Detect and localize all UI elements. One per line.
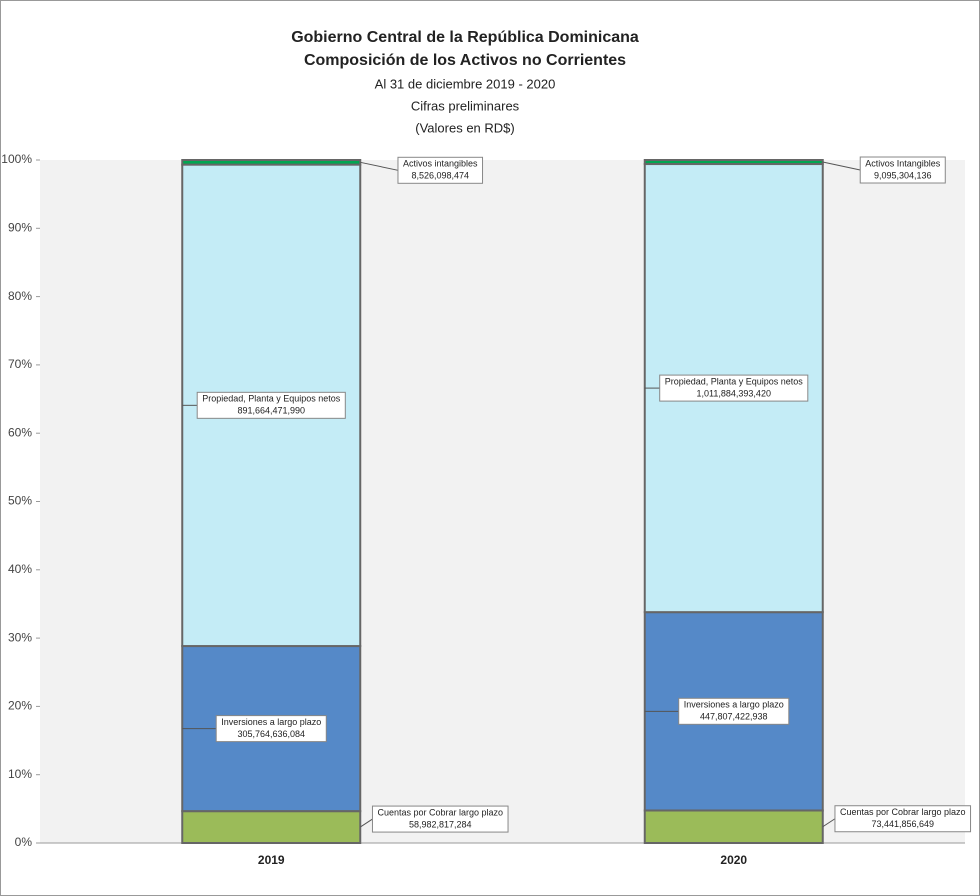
label-box — [215, 715, 327, 743]
data-label: 8,526,098,474 — [411, 171, 469, 181]
data-label: 73,441,856,649 — [871, 819, 934, 829]
data-label: 9,095,304,136 — [874, 170, 932, 180]
label-box — [397, 156, 484, 184]
y-tick-label: 60% — [8, 425, 32, 439]
data-label: 891,664,471,990 — [237, 406, 305, 416]
label-box — [371, 805, 509, 833]
x-tick-label: 2020 — [720, 853, 747, 867]
data-label-name: Propiedad, Planta y Equipos netos — [202, 394, 341, 404]
data-label: 305,764,636,084 — [237, 729, 305, 739]
note: Al 31 de diciembre 2019 - 2020 — [375, 76, 556, 91]
y-tick-label: 70% — [8, 357, 32, 371]
data-label: 58,982,817,284 — [409, 819, 472, 829]
bar-segment — [643, 159, 824, 166]
leader-line — [822, 818, 836, 828]
data-label-name: Activos Intangibles — [865, 158, 941, 168]
y-tick-label: 90% — [8, 220, 32, 234]
leader-line — [359, 818, 373, 828]
data-label: 447,807,422,938 — [700, 712, 768, 722]
data-label-name: Inversiones a largo plazo — [684, 700, 784, 710]
label-box — [678, 697, 790, 725]
bar-segment — [181, 159, 362, 166]
y-tick-label: 50% — [8, 494, 32, 508]
y-tick-label: 0% — [15, 835, 33, 849]
y-tick-label: 30% — [8, 630, 32, 644]
chart-title: Gobierno Central de la República Dominic… — [291, 29, 639, 46]
y-tick-label: 80% — [8, 289, 32, 303]
y-tick-label: 100% — [1, 152, 32, 166]
chart-subtitle: Composición de los Activos no Corrientes — [304, 52, 626, 69]
y-tick-label: 40% — [8, 562, 32, 576]
label-box — [659, 374, 809, 402]
note: Cifras preliminares — [411, 98, 520, 113]
data-label-name: Inversiones a largo plazo — [221, 717, 321, 727]
y-tick-label: 10% — [8, 767, 32, 781]
bar-segment — [181, 810, 362, 845]
label-box — [834, 805, 972, 833]
data-label: 1,011,884,393,420 — [697, 388, 771, 398]
label-box — [859, 156, 946, 184]
y-tick-label: 20% — [8, 699, 32, 713]
note: (Valores en RD$) — [415, 120, 514, 135]
leader-line — [360, 161, 399, 171]
leader-line — [822, 161, 861, 171]
data-label-name: Propiedad, Planta y Equipos netos — [665, 376, 804, 386]
label-box — [196, 391, 346, 419]
data-label-name: Activos intangibles — [403, 159, 478, 169]
data-label-name: Cuentas por Cobrar largo plazo — [840, 807, 966, 817]
bar-segment — [643, 809, 824, 845]
plot-area — [40, 160, 965, 843]
data-label-name: Cuentas por Cobrar largo plazo — [377, 807, 503, 817]
x-tick-label: 2019 — [258, 853, 285, 867]
